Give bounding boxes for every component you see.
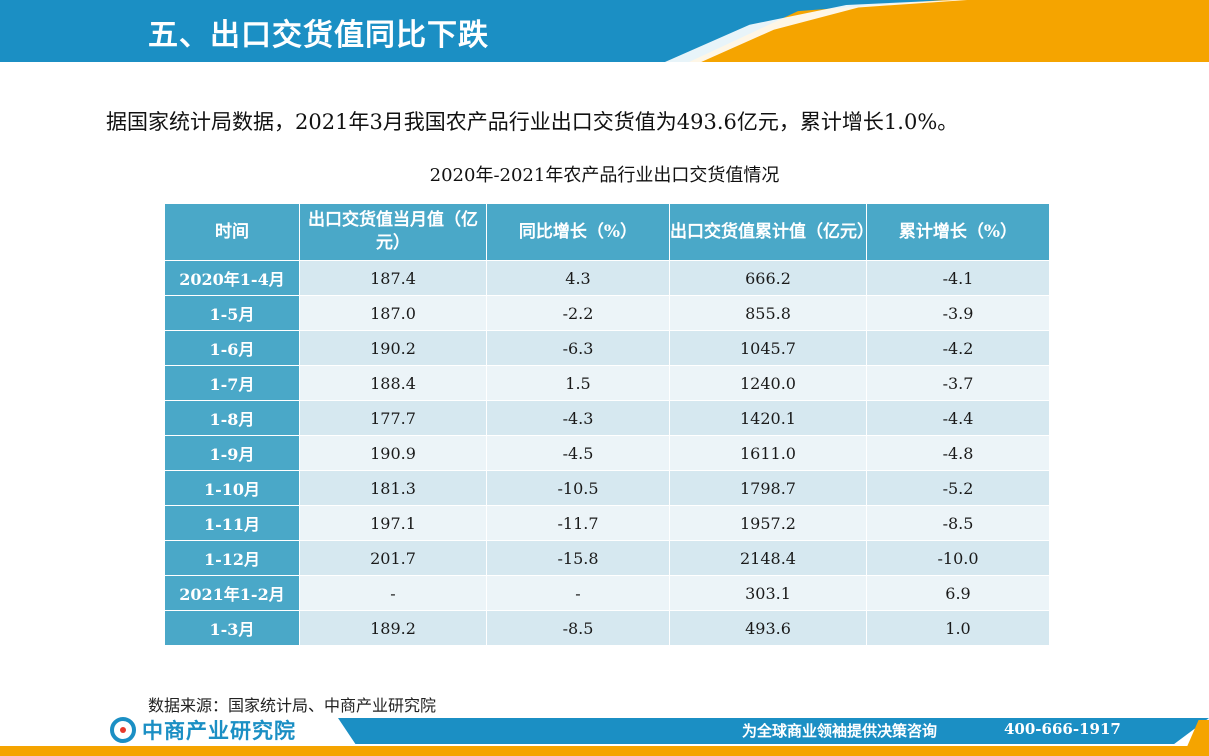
cell-row-time: 1-6月 [164, 330, 300, 366]
cell-cumulative-growth: -4.1 [866, 260, 1050, 296]
table-row: 1-8月 177.7 -4.3 1420.1 -4.4 [164, 400, 1050, 436]
cell-row-time: 1-5月 [164, 295, 300, 331]
logo-icon [110, 717, 136, 743]
cell-yoy-growth: -11.7 [486, 505, 670, 541]
footer-slogan: 为全球商业领袖提供决策咨询 [742, 722, 938, 740]
intro-text: 据国家统计局数据，2021年3月我国农产品行业出口交货值为493.6亿元，累计增… [106, 110, 959, 134]
cell-row-time: 1-8月 [164, 400, 300, 436]
table-row: 1-12月 201.7 -15.8 2148.4 -10.0 [164, 540, 1050, 576]
data-source: 数据来源：国家统计局、中商产业研究院 [148, 696, 437, 715]
cell-cumulative-growth: -4.2 [866, 330, 1050, 366]
table-row: 1-6月 190.2 -6.3 1045.7 -4.2 [164, 330, 1050, 366]
header-cell-cumulative-value: 出口交货值累计值（亿元） [669, 203, 867, 261]
table-row: 2021年1-2月 - -303.1 6.9 [164, 575, 1050, 611]
cell-cumulative-value: 1611.0 [669, 435, 867, 471]
table-header-row: 时间 出口交货值当月值（亿元） 同比增长（%） 出口交货值累计值（亿元） 累计增… [164, 203, 1050, 261]
cell-cumulative-value: 1798.7 [669, 470, 867, 506]
footer-logo: 中商产业研究院 [110, 716, 296, 744]
cell-yoy-growth: -4.5 [486, 435, 670, 471]
cell-row-time: 1-11月 [164, 505, 300, 541]
cell-cumulative-value: 855.8 [669, 295, 867, 331]
cell-yoy-growth: 4.3 [486, 260, 670, 296]
cell-yoy-growth: -4.3 [486, 400, 670, 436]
table-row: 1-10月 181.3 -10.5 1798.7 -5.2 [164, 470, 1050, 506]
cell-monthly-value: 201.7 [299, 540, 487, 576]
cell-cumulative-value: 1957.2 [669, 505, 867, 541]
header-cell-cumulative-growth: 累计增长（%） [866, 203, 1050, 261]
table-row: 2020年1-4月 187.4 4.3 666.2 -4.1 [164, 260, 1050, 296]
footer-orange-stripe [0, 746, 1209, 756]
cell-cumulative-value: 303.1 [669, 575, 867, 611]
cell-monthly-value: 189.2 [299, 610, 487, 646]
cell-row-time: 2021年1-2月 [164, 575, 300, 611]
cell-cumulative-growth: -3.9 [866, 295, 1050, 331]
cell-cumulative-value: 2148.4 [669, 540, 867, 576]
cell-yoy-growth: -8.5 [486, 610, 670, 646]
table-row: 1-5月 187.0 -2.2 855.8 -3.9 [164, 295, 1050, 331]
cell-cumulative-value: 666.2 [669, 260, 867, 296]
export-value-table: 时间 出口交货值当月值（亿元） 同比增长（%） 出口交货值累计值（亿元） 累计增… [164, 203, 1050, 646]
cell-row-time: 2020年1-4月 [164, 260, 300, 296]
cell-monthly-value: 190.2 [299, 330, 487, 366]
cell-cumulative-growth: -5.2 [866, 470, 1050, 506]
footer-bar [338, 718, 1209, 744]
table-row: 1-9月 190.9 -4.5 1611.0 -4.8 [164, 435, 1050, 471]
cell-cumulative-growth: 6.9 [866, 575, 1050, 611]
cell-yoy-growth: - [486, 575, 670, 611]
header-cell-yoy-growth: 同比增长（%） [486, 203, 670, 261]
cell-cumulative-growth: -4.4 [866, 400, 1050, 436]
table-title: 2020年-2021年农产品行业出口交货值情况 [429, 165, 780, 186]
cell-yoy-growth: -2.2 [486, 295, 670, 331]
table-body: 2020年1-4月 187.4 4.3 666.2 -4.1 1-5月 187.0 -2.2 8… [164, 260, 1050, 646]
cell-monthly-value: 190.9 [299, 435, 487, 471]
cell-cumulative-growth: 1.0 [866, 610, 1050, 646]
cell-cumulative-growth: -3.7 [866, 365, 1050, 401]
cell-monthly-value: 177.7 [299, 400, 487, 436]
header-cell-time: 时间 [164, 203, 300, 261]
cell-monthly-value: 187.0 [299, 295, 487, 331]
cell-monthly-value: 188.4 [299, 365, 487, 401]
cell-cumulative-value: 493.6 [669, 610, 867, 646]
cell-cumulative-value: 1420.1 [669, 400, 867, 436]
cell-monthly-value: - [299, 575, 487, 611]
cell-yoy-growth: -15.8 [486, 540, 670, 576]
cell-cumulative-growth: -4.8 [866, 435, 1050, 471]
header-banner: 五、出口交货值同比下跌 [0, 0, 1209, 62]
cell-yoy-growth: -6.3 [486, 330, 670, 366]
cell-cumulative-value: 1240.0 [669, 365, 867, 401]
cell-cumulative-growth: -10.0 [866, 540, 1050, 576]
cell-cumulative-value: 1045.7 [669, 330, 867, 366]
cell-yoy-growth: 1.5 [486, 365, 670, 401]
cell-row-time: 1-9月 [164, 435, 300, 471]
page-title: 五、出口交货值同比下跌 [148, 18, 489, 53]
header-cell-monthly-value: 出口交货值当月值（亿元） [299, 203, 487, 261]
cell-cumulative-growth: -8.5 [866, 505, 1050, 541]
footer-logo-text: 中商产业研究院 [142, 719, 296, 743]
footer-phone: 400-666-1917 [1004, 720, 1121, 738]
cell-row-time: 1-7月 [164, 365, 300, 401]
cell-row-time: 1-10月 [164, 470, 300, 506]
table-row: 1-11月 197.1 -11.7 1957.2 -8.5 [164, 505, 1050, 541]
table-row: 1-3月 189.2 -8.5 493.6 1.0 [164, 610, 1050, 646]
cell-row-time: 1-12月 [164, 540, 300, 576]
cell-monthly-value: 187.4 [299, 260, 487, 296]
cell-yoy-growth: -10.5 [486, 470, 670, 506]
cell-row-time: 1-3月 [164, 610, 300, 646]
table-row: 1-7月 188.4 1.5 1240.0 -3.7 [164, 365, 1050, 401]
cell-monthly-value: 197.1 [299, 505, 487, 541]
cell-monthly-value: 181.3 [299, 470, 487, 506]
